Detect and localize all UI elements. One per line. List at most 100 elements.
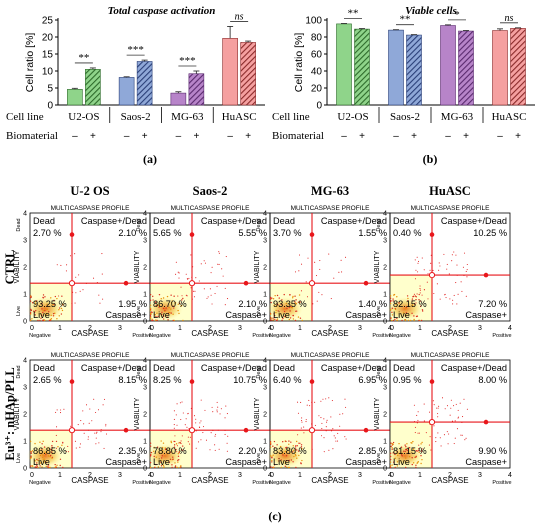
scatter-point	[389, 297, 392, 300]
scatter-point	[462, 266, 464, 268]
scatter-point	[174, 441, 176, 443]
scatter-point	[87, 436, 89, 438]
scatter-point	[419, 288, 421, 290]
scatter-point	[345, 438, 347, 440]
scatter-point	[289, 294, 291, 296]
bar	[406, 34, 422, 106]
scatter-point	[180, 305, 182, 307]
scatter-point	[450, 407, 452, 409]
scatter-point	[156, 446, 159, 448]
scatter-point	[292, 314, 294, 317]
scatter-point	[207, 296, 209, 298]
scatter-point	[211, 266, 213, 268]
scatter-point	[189, 443, 191, 445]
y-axis-live: Live	[376, 306, 382, 316]
column-header: U-2 OS	[70, 184, 109, 198]
scatter-point	[295, 299, 297, 301]
scatter-point	[174, 302, 176, 304]
scatter-point	[271, 459, 273, 462]
scatter-point	[59, 412, 62, 414]
y-tick-label: 3	[383, 385, 387, 392]
scatter-point	[67, 451, 70, 453]
quadrant-value-dead: 2.70 %	[33, 228, 62, 238]
scatter-point	[404, 444, 406, 446]
scatter-point	[415, 455, 417, 458]
scatter-point	[173, 307, 175, 309]
scatter-point	[290, 459, 293, 461]
scatter-point	[290, 306, 293, 309]
scatter-point	[218, 448, 220, 450]
scatter-point	[412, 440, 414, 443]
scatter-point	[276, 303, 279, 306]
scatter-point	[300, 263, 303, 265]
scatter-point	[298, 454, 300, 457]
scatter-point	[149, 466, 152, 469]
quadrant-value-live: 93.35 %	[273, 299, 307, 309]
scatter-point	[162, 307, 165, 310]
scatter-point	[398, 302, 400, 304]
x-axis-negative: Negative	[29, 480, 51, 486]
y-tick-label: 10	[42, 67, 54, 78]
scatter-point	[415, 269, 417, 271]
category-label: HuASC	[222, 111, 257, 123]
y-tick-label: 1	[143, 292, 147, 299]
scatter-point	[305, 281, 307, 283]
scatter-point	[56, 317, 58, 320]
x-axis-positive: Positive	[252, 333, 271, 339]
scatter-point	[288, 440, 290, 442]
scatter-point	[46, 303, 48, 306]
scatter-point	[224, 433, 226, 436]
scatter-point	[466, 276, 468, 278]
scatter-point	[417, 260, 420, 262]
scatter-point	[429, 269, 431, 271]
scatter-point	[168, 306, 170, 309]
scatter-point	[334, 437, 336, 439]
scatter-point	[323, 418, 325, 420]
scatter-point	[149, 315, 152, 317]
scatter-point	[47, 447, 49, 449]
scatter-point	[389, 317, 392, 319]
y-tick-label: 4	[23, 211, 27, 218]
scatter-point	[190, 287, 192, 289]
gate-center-handle	[188, 280, 196, 287]
scatter-point	[416, 293, 418, 295]
scatter-point	[226, 298, 229, 300]
gate-handle-right	[483, 419, 489, 425]
scatter-point	[42, 296, 44, 299]
scatter-point	[271, 455, 273, 458]
gate-handle-right	[123, 427, 129, 433]
scatter-point	[151, 319, 153, 322]
scatter-point	[445, 296, 447, 299]
scatter-point	[415, 298, 417, 301]
scatter-point	[295, 466, 297, 469]
category-label: HuASC	[492, 111, 527, 123]
scatter-point	[453, 251, 455, 253]
scatter-point	[215, 433, 217, 435]
x-tick-label: 1	[58, 325, 62, 332]
quadrant-value-live: 82.15 %	[393, 299, 427, 309]
scatter-point	[292, 445, 294, 447]
scatter-point	[466, 263, 468, 266]
scatter-point	[70, 425, 72, 427]
bar-chart-(a): 0 5 10 15 20 25 Cell ratio [%] Total caspase ac…	[6, 5, 265, 166]
scatter-point	[29, 313, 32, 315]
scatter-point	[407, 300, 409, 302]
quadrant-name-live: Live	[273, 310, 290, 320]
scatter-point	[344, 256, 347, 258]
x-tick-label: 4	[508, 472, 512, 479]
scatter-point	[423, 420, 425, 422]
scatter-point	[413, 318, 415, 321]
quadrant-value-caspase-dead: 1.55 %	[358, 228, 387, 238]
biomaterial-plus: +	[193, 131, 199, 142]
bar	[440, 25, 456, 106]
scatter-point	[93, 277, 95, 279]
x-tick-label: 1	[298, 325, 302, 332]
scatter-point	[332, 428, 334, 430]
scatter-point	[55, 434, 57, 437]
scatter-point	[294, 301, 296, 303]
scatter-point	[390, 445, 392, 448]
x-tick-label: 1	[298, 472, 302, 479]
scatter-point	[150, 451, 153, 454]
scatter-point	[160, 298, 162, 300]
